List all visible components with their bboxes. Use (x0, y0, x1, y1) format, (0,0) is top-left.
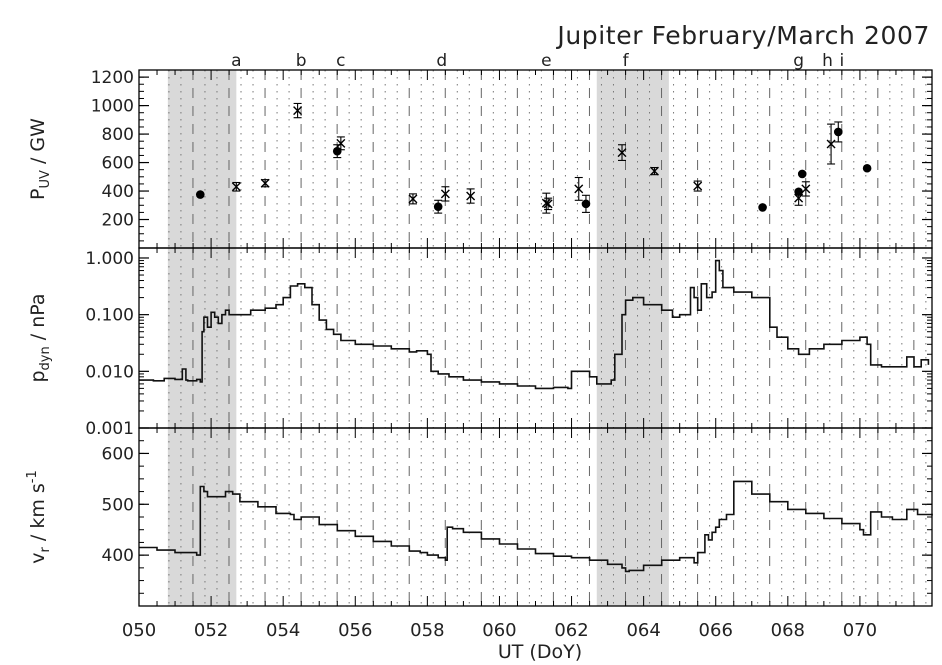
event-marker-label: d (436, 51, 447, 71)
panel-frame (138, 247, 933, 429)
panels: a b c d e f g h i 200 400 600 800 1000 1200 PUV / GW 0.0… (25, 51, 933, 641)
event-marker-label: c (336, 51, 345, 71)
data-point-cross (693, 181, 703, 191)
data-point-dot (195, 190, 205, 199)
data-point-cross (543, 199, 553, 209)
y-tick-label: 0.001 (85, 419, 134, 439)
y-tick-label: 600 (102, 154, 134, 174)
x-tick-label: 050 (122, 620, 156, 641)
event-marker-label: g (793, 51, 804, 71)
event-marker-label: h (822, 51, 833, 71)
shaded-interval (596, 70, 669, 606)
data-point-cross (649, 166, 659, 176)
event-marker-label: f (623, 51, 630, 71)
data-point-dot (862, 163, 872, 173)
y-tick-label: 1.000 (85, 249, 134, 269)
y-tick-label: 1200 (91, 68, 134, 88)
event-marker-label: i (840, 51, 845, 71)
data-point-cross (466, 191, 476, 201)
event-marker-label: e (541, 51, 551, 71)
y-tick-label: 800 (102, 125, 134, 145)
x-tick-label: 064 (626, 620, 660, 641)
panel-frame (138, 427, 933, 607)
y-tick-label: 500 (102, 495, 134, 515)
data-point-cross (336, 138, 346, 148)
x-tick-label: 062 (554, 620, 588, 641)
data-point-cross (574, 184, 584, 194)
data-point-cross (231, 182, 241, 192)
y-tick-label: 200 (102, 211, 134, 231)
data-line (139, 259, 930, 390)
data-point-cross (440, 189, 450, 199)
event-marker-label: a (231, 51, 241, 71)
x-tick-label: 054 (266, 620, 300, 641)
data-point-cross (794, 193, 804, 203)
x-tick-label: 070 (843, 620, 877, 641)
data-point-cross (293, 106, 303, 116)
data-point-dot (833, 127, 843, 137)
data-point-dot (433, 202, 443, 212)
x-tick-label: 060 (482, 620, 516, 641)
y-axis-label: pdyn / nPa (27, 293, 53, 382)
data-point-cross (801, 184, 811, 194)
y-axis-label: PUV / GW (27, 118, 53, 200)
x-tick-label: 066 (699, 620, 733, 641)
data-point-dot (581, 199, 591, 209)
data-point-dot (332, 146, 342, 156)
data-point-cross (617, 148, 627, 158)
event-marker-label: b (296, 51, 307, 71)
x-tick-label: 052 (194, 620, 228, 641)
y-tick-label: 400 (102, 546, 134, 566)
y-tick-label: 0.100 (85, 306, 134, 326)
panel-frame (138, 69, 933, 249)
y-tick-label: 600 (102, 444, 134, 464)
data-point-cross (541, 198, 551, 208)
y-axis-label: vr / km s-1 (25, 470, 53, 564)
y-tick-label: 0.010 (85, 362, 134, 382)
data-point-cross (408, 194, 418, 204)
y-tick-label: 400 (102, 182, 134, 202)
x-axis-label: UT (DoY) (498, 641, 582, 663)
data-point-dot (797, 169, 807, 179)
x-tick-label: 068 (771, 620, 805, 641)
x-tick-label: 056 (338, 620, 372, 641)
data-line (139, 480, 933, 573)
y-tick-label: 1000 (91, 97, 134, 117)
chart-title: Jupiter February/March 2007 (555, 21, 930, 50)
x-tick-label: 058 (410, 620, 444, 641)
data-point-cross (826, 139, 836, 149)
data-point-cross (260, 178, 270, 188)
data-point-dot (758, 203, 767, 212)
